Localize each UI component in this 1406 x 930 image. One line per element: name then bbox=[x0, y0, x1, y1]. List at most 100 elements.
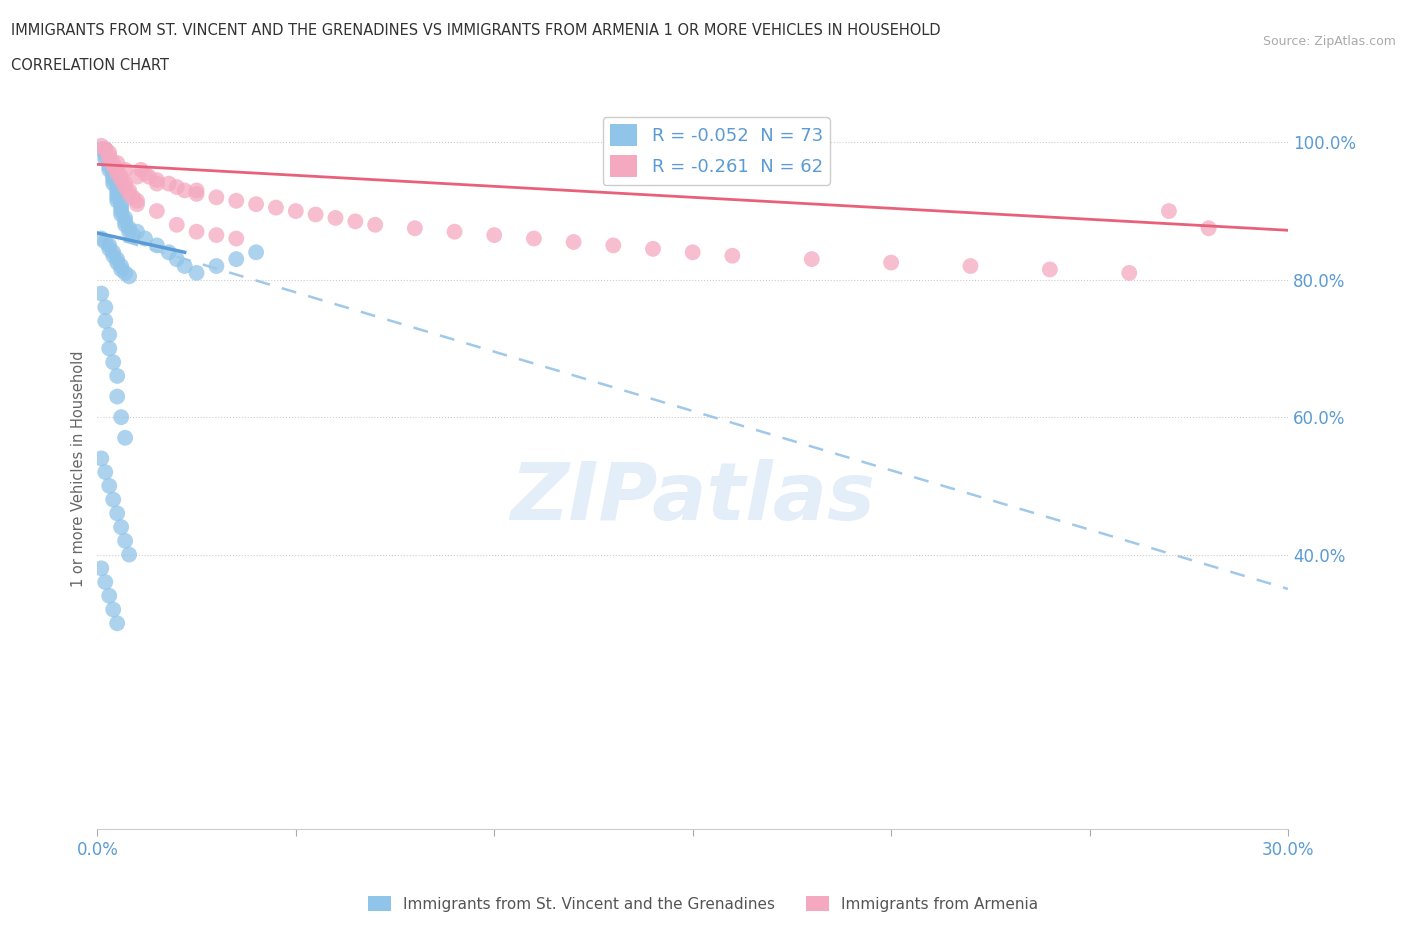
Point bbox=[146, 204, 169, 219]
Point bbox=[1118, 265, 1140, 280]
Point bbox=[721, 248, 744, 263]
Point bbox=[98, 155, 121, 170]
Point bbox=[404, 220, 426, 235]
Point bbox=[602, 238, 624, 253]
Point bbox=[186, 186, 208, 201]
Point bbox=[110, 200, 132, 215]
Point bbox=[105, 193, 128, 208]
Point bbox=[146, 176, 169, 191]
Point bbox=[105, 155, 128, 170]
Point bbox=[110, 410, 132, 425]
Point bbox=[173, 259, 195, 273]
Point bbox=[264, 200, 287, 215]
Point bbox=[122, 190, 145, 205]
Point bbox=[105, 179, 128, 194]
Point bbox=[114, 214, 136, 229]
Point bbox=[225, 231, 247, 246]
Point bbox=[129, 163, 152, 178]
Point bbox=[443, 224, 465, 239]
Point bbox=[114, 163, 136, 178]
Point bbox=[103, 176, 125, 191]
Point bbox=[98, 159, 121, 174]
Point bbox=[166, 252, 188, 267]
Text: ZIPatlas: ZIPatlas bbox=[510, 458, 875, 537]
Point bbox=[114, 265, 136, 280]
Point bbox=[105, 163, 128, 178]
Point bbox=[225, 193, 247, 208]
Point bbox=[364, 218, 387, 232]
Point bbox=[105, 389, 128, 404]
Point bbox=[90, 451, 112, 466]
Point bbox=[114, 210, 136, 225]
Point bbox=[205, 228, 228, 243]
Point bbox=[98, 242, 121, 257]
Point bbox=[105, 255, 128, 270]
Point bbox=[103, 159, 125, 174]
Point bbox=[186, 224, 208, 239]
Point bbox=[304, 207, 326, 222]
Point bbox=[134, 166, 156, 180]
Point bbox=[103, 173, 125, 188]
Text: IMMIGRANTS FROM ST. VINCENT AND THE GRENADINES VS IMMIGRANTS FROM ARMENIA 1 OR M: IMMIGRANTS FROM ST. VINCENT AND THE GREN… bbox=[11, 23, 941, 38]
Point bbox=[94, 299, 117, 314]
Point bbox=[114, 179, 136, 194]
Point bbox=[105, 616, 128, 631]
Point bbox=[138, 169, 160, 184]
Point bbox=[98, 341, 121, 356]
Point bbox=[166, 179, 188, 194]
Point bbox=[90, 141, 112, 156]
Point bbox=[325, 210, 347, 225]
Point bbox=[125, 169, 148, 184]
Point bbox=[94, 153, 117, 167]
Point bbox=[94, 575, 117, 590]
Point bbox=[103, 248, 125, 263]
Point bbox=[641, 242, 664, 257]
Point bbox=[186, 183, 208, 198]
Point bbox=[90, 286, 112, 301]
Point bbox=[105, 368, 128, 383]
Point bbox=[94, 149, 117, 164]
Point bbox=[562, 234, 585, 249]
Point bbox=[98, 163, 121, 178]
Point bbox=[105, 252, 128, 267]
Point bbox=[90, 231, 112, 246]
Point bbox=[103, 166, 125, 180]
Point bbox=[173, 183, 195, 198]
Point bbox=[118, 224, 141, 239]
Point bbox=[245, 245, 267, 259]
Point bbox=[90, 561, 112, 576]
Point bbox=[114, 431, 136, 445]
Point bbox=[245, 197, 267, 212]
Point bbox=[103, 245, 125, 259]
Point bbox=[146, 238, 169, 253]
Point bbox=[94, 234, 117, 249]
Point bbox=[110, 520, 132, 535]
Point bbox=[98, 238, 121, 253]
Point bbox=[110, 204, 132, 219]
Point bbox=[103, 169, 125, 184]
Legend: Immigrants from St. Vincent and the Grenadines, Immigrants from Armenia: Immigrants from St. Vincent and the Gren… bbox=[361, 889, 1045, 918]
Point bbox=[110, 207, 132, 222]
Point bbox=[118, 220, 141, 235]
Point bbox=[344, 214, 367, 229]
Point bbox=[110, 197, 132, 212]
Point bbox=[98, 149, 121, 164]
Point bbox=[94, 141, 117, 156]
Point bbox=[1157, 204, 1180, 219]
Point bbox=[125, 197, 148, 212]
Point bbox=[105, 190, 128, 205]
Point bbox=[484, 228, 506, 243]
Point bbox=[103, 155, 125, 170]
Y-axis label: 1 or more Vehicles in Household: 1 or more Vehicles in Household bbox=[72, 351, 86, 587]
Point bbox=[125, 224, 148, 239]
Point bbox=[122, 228, 145, 243]
Point bbox=[166, 218, 188, 232]
Point bbox=[114, 218, 136, 232]
Point bbox=[1039, 262, 1062, 277]
Point bbox=[98, 153, 121, 167]
Point bbox=[90, 139, 112, 153]
Point bbox=[186, 265, 208, 280]
Point bbox=[110, 169, 132, 184]
Point bbox=[105, 186, 128, 201]
Point bbox=[103, 169, 125, 184]
